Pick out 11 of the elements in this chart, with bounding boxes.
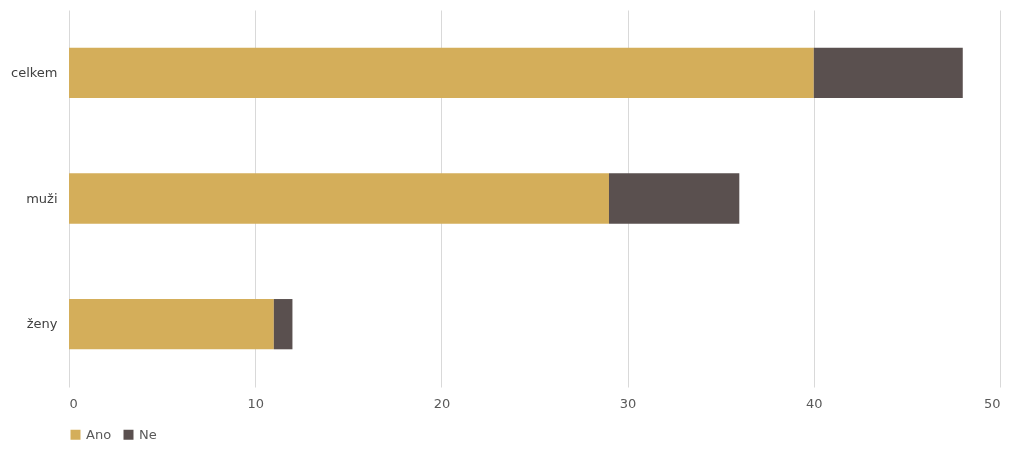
x-tick-label: 10 <box>247 395 264 411</box>
y-tick-label: celkem <box>11 64 58 80</box>
legend-label: Ne <box>139 426 157 442</box>
legend-label: Ano <box>86 426 112 442</box>
x-tick-label: 50 <box>983 395 1001 411</box>
y-tick-label: muži <box>26 190 58 206</box>
y-tick-label: ženy <box>26 316 58 332</box>
x-tick-label: 30 <box>619 395 637 411</box>
x-tick-label: 20 <box>433 395 451 411</box>
x-tick-label: 40 <box>806 395 823 411</box>
x-tick-label: 0 <box>69 395 78 411</box>
